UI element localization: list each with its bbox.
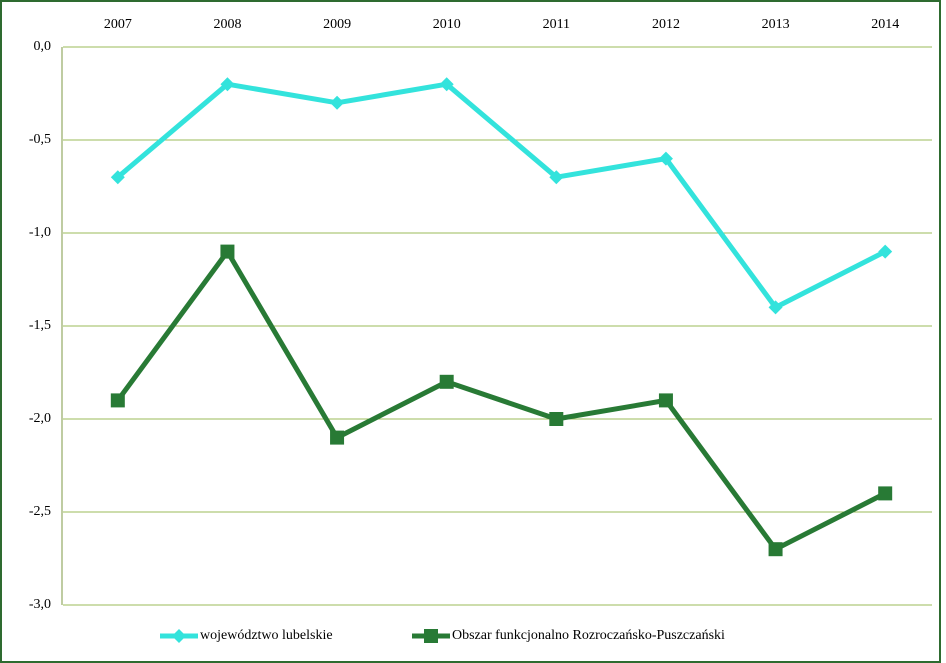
y-tick-label: -2,5 xyxy=(29,504,51,519)
data-point xyxy=(658,151,673,166)
y-tick-label: 0,0 xyxy=(34,39,52,54)
legend-marker xyxy=(424,629,438,643)
legend-label: Obszar funkcjonalno Rozroczańsko-Puszcza… xyxy=(452,628,725,643)
x-tick-label: 2013 xyxy=(762,17,790,32)
data-point xyxy=(220,244,235,259)
data-point xyxy=(878,244,893,259)
legend-label: województwo lubelskie xyxy=(200,628,333,643)
x-tick-label: 2012 xyxy=(652,17,680,32)
data-point xyxy=(549,170,564,185)
y-tick-label: -2,0 xyxy=(29,411,51,426)
x-tick-label: 2008 xyxy=(213,17,241,32)
data-point xyxy=(549,412,564,426)
data-point xyxy=(110,393,125,408)
series-line xyxy=(115,249,887,552)
x-tick-label: 2014 xyxy=(871,17,899,32)
y-tick-label: -1,5 xyxy=(29,318,51,333)
y-tick-label: -3,0 xyxy=(29,597,51,612)
x-tick-label: 2010 xyxy=(433,17,461,32)
data-point xyxy=(330,430,345,445)
data-point xyxy=(658,393,673,408)
data-point xyxy=(439,77,454,92)
y-tick-label: -0,5 xyxy=(29,132,51,147)
data-point xyxy=(220,77,235,92)
data-point xyxy=(768,300,783,315)
y-tick-label: -1,0 xyxy=(29,225,51,240)
data-point xyxy=(110,170,125,185)
data-point xyxy=(768,542,783,557)
x-tick-label: 2011 xyxy=(543,17,570,32)
data-point xyxy=(439,374,454,389)
data-point xyxy=(878,486,893,501)
legend-marker xyxy=(172,629,186,643)
data-point xyxy=(330,95,345,110)
x-tick-label: 2009 xyxy=(323,17,351,32)
x-tick-label: 2007 xyxy=(104,17,132,32)
series-line xyxy=(116,81,887,310)
